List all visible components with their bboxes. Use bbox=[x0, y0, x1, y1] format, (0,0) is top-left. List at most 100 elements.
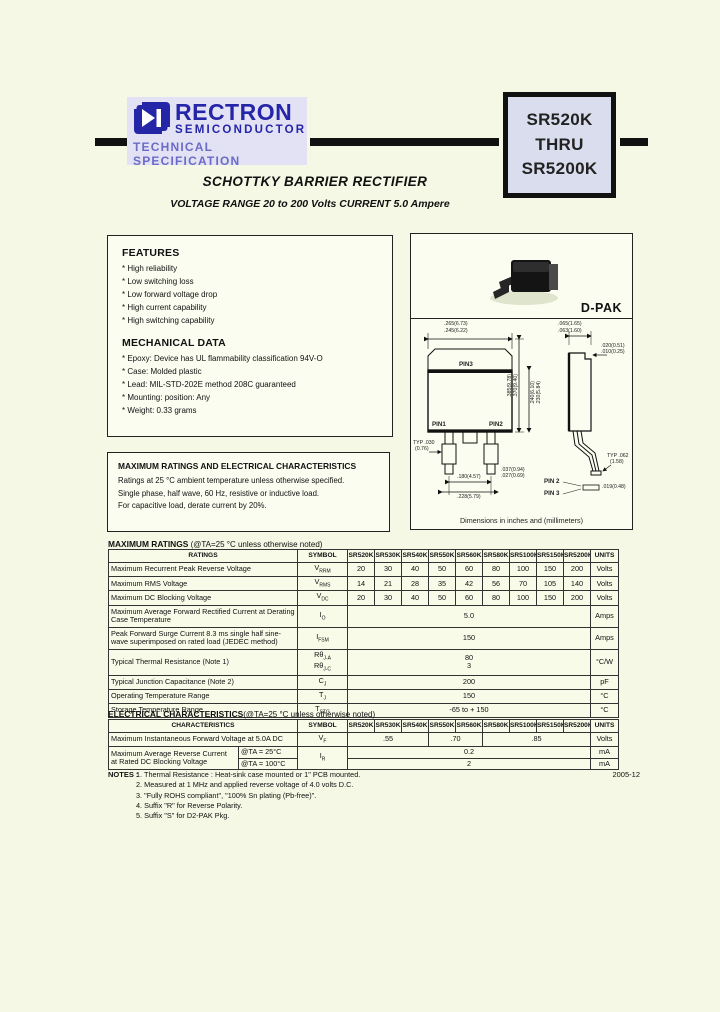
rating-value: 30 bbox=[374, 590, 402, 606]
rating-value: 80 bbox=[482, 561, 510, 578]
symbol-base: I bbox=[319, 609, 322, 619]
rating-value: 20 bbox=[347, 590, 375, 606]
ir-label-line1: Maximum Average Reverse Current bbox=[111, 748, 227, 758]
brand-logo: RECTRON SEMICONDUCTOR TECHNICAL SPECIFIC… bbox=[127, 97, 307, 168]
elec-caption: ELECTRICAL CHARACTERISTICS(@TA=25 °C unl… bbox=[108, 709, 375, 719]
rating-value: 200 bbox=[347, 674, 591, 690]
ir-value: 0.2 bbox=[347, 746, 592, 759]
table-row: Storage Temperature Range TSTG -65 to + … bbox=[108, 703, 619, 719]
rating-value: 140 bbox=[563, 576, 591, 592]
symbol-base: C bbox=[318, 675, 324, 685]
pin3-label: PIN3 bbox=[459, 361, 473, 368]
feature-item: * Low switching loss bbox=[122, 276, 194, 286]
symbol-base: I bbox=[316, 631, 319, 641]
col-header-ratings: RATINGS bbox=[108, 549, 298, 563]
rating-units: pF bbox=[590, 674, 619, 690]
col-header-device: SR560K bbox=[455, 719, 484, 733]
rating-value: 100 bbox=[509, 590, 537, 606]
dim-label: TYP .030 bbox=[413, 440, 435, 446]
mechanical-title: MECHANICAL DATA bbox=[122, 336, 226, 349]
rating-value: 35 bbox=[428, 576, 456, 592]
dimensions-caption: Dimensions in inches and (millimeters) bbox=[459, 516, 584, 525]
feature-item: * High switching capability bbox=[122, 315, 215, 325]
col-header-units: UNITS bbox=[590, 719, 620, 733]
ratings-box-line: For capacitive load, derate current by 2… bbox=[118, 501, 267, 511]
notes-label: NOTES : bbox=[108, 770, 139, 779]
table-row: Maximum Instantaneous Forward Voltage at… bbox=[107, 731, 620, 748]
rating-value: 28 bbox=[401, 576, 429, 592]
brand-subname: SEMICONDUCTOR bbox=[175, 124, 307, 136]
pin1-label: PIN1 bbox=[432, 421, 446, 428]
rating-value: 14 bbox=[347, 576, 375, 592]
col-header-device: SR5150K bbox=[536, 719, 565, 733]
table-row: @TA = 100°C 2 mA bbox=[109, 757, 620, 771]
rating-units: Volts bbox=[590, 590, 619, 606]
rating-units: °C/W bbox=[590, 648, 619, 676]
rating-value: 100 bbox=[509, 561, 537, 578]
rating-symbol: RθJ-A RθJ-C bbox=[297, 648, 348, 676]
col-header-device: SR580K bbox=[482, 719, 511, 733]
col-header-device: SR530K bbox=[374, 719, 403, 733]
mechanical-item: * Lead: MIL-STD-202E method 208C guarant… bbox=[122, 379, 296, 389]
rating-units: Volts bbox=[590, 561, 619, 578]
max-ratings-table: RATINGS SYMBOL SR520K SR530K SR540K SR55… bbox=[108, 549, 619, 719]
col-header-symbol: SYMBOL bbox=[297, 719, 349, 733]
dim-label: .010(0.25) bbox=[601, 349, 625, 355]
table-row: Typical Thermal Resistance (Note 1) RθJ-… bbox=[108, 648, 619, 676]
col-header-device: SR520K bbox=[347, 719, 376, 733]
vf-value: .70 bbox=[428, 731, 484, 748]
ratings-box-line: Single phase, half wave, 60 Hz, resistiv… bbox=[118, 488, 320, 498]
note-item: 5. Suffix "S" for D2-PAK Pkg. bbox=[136, 811, 230, 821]
part-number-box: SR520K THRU SR5200K bbox=[503, 92, 616, 198]
col-header-device: SR530K bbox=[374, 549, 402, 563]
max-ratings-caption-bold: MAXIMUM RATINGS bbox=[108, 539, 189, 549]
rating-value: 30 bbox=[374, 561, 402, 578]
package-name: D-PAK bbox=[580, 301, 622, 315]
max-ratings-caption-rest: (@TA=25 °C unless otherwise noted) bbox=[188, 540, 323, 549]
feature-item: * High reliability bbox=[122, 264, 178, 273]
rating-value: 80 bbox=[482, 590, 510, 606]
col-header-device: SR580K bbox=[482, 549, 510, 563]
symbol-base: I bbox=[319, 751, 322, 761]
dim-label: .265(6.73) bbox=[444, 321, 468, 327]
rating-value: 56 bbox=[482, 576, 510, 592]
note-item: 1. Thermal Resistance : Heat-sink case m… bbox=[136, 770, 361, 779]
pin2-label: PIN2 bbox=[489, 421, 503, 428]
table-row: Maximum DC Blocking Voltage VDC 20 30 40… bbox=[108, 590, 619, 606]
rating-symbol: VRRM bbox=[297, 561, 348, 578]
char-units: mA bbox=[590, 757, 620, 771]
symbol-sub: STG bbox=[319, 709, 330, 716]
dim-label: .027(0.69) bbox=[501, 473, 525, 479]
rating-value: 42 bbox=[455, 576, 483, 592]
rating-units: °C bbox=[590, 688, 619, 705]
ir-label-line2: at Rated DC Blocking Voltage bbox=[111, 757, 208, 767]
elec-table: CHARACTERISTICS SYMBOL SR520K SR530K SR5… bbox=[107, 719, 620, 771]
dpak-outline-drawing bbox=[424, 331, 612, 495]
part-range-thru: THRU bbox=[535, 134, 584, 154]
rating-value: 200 bbox=[563, 590, 591, 606]
dim-label: .230(5.84) bbox=[536, 381, 542, 405]
rating-value: 150 bbox=[536, 590, 564, 606]
table-row: Maximum Average Forward Rectified Curren… bbox=[108, 604, 619, 628]
mechanical-item: * Weight: 0.33 grams bbox=[122, 405, 197, 415]
symbol-sub: O bbox=[321, 614, 326, 621]
rating-value: 5.0 bbox=[347, 604, 591, 628]
col-header-device: SR5200K bbox=[563, 549, 591, 563]
table-row: Typical Junction Capacitance (Note 2) CJ… bbox=[108, 674, 619, 690]
table-row: Maximum Average Reverse Current at Rated… bbox=[108, 746, 620, 770]
doc-date: 2005-12 bbox=[612, 770, 640, 779]
col-header-device: SR5100K bbox=[509, 719, 538, 733]
dim-label: .370(9.40) bbox=[513, 374, 519, 398]
rating-label: Typical Junction Capacitance (Note 2) bbox=[108, 674, 298, 690]
rating-units: Amps bbox=[590, 604, 619, 628]
rating-units: °C bbox=[590, 703, 619, 719]
symbol-sub: R bbox=[321, 756, 326, 763]
rating-label: Peak Forward Surge Current 8.3 ms single… bbox=[108, 626, 298, 650]
rating-label: Maximum Recurrent Peak Reverse Voltage bbox=[108, 561, 298, 578]
rating-value: 60 bbox=[455, 561, 483, 578]
col-header-device: SR560K bbox=[455, 549, 483, 563]
vf-value: .55 bbox=[347, 731, 430, 748]
divider-bar bbox=[620, 138, 648, 146]
dim-label: .019(0.48) bbox=[602, 484, 626, 490]
